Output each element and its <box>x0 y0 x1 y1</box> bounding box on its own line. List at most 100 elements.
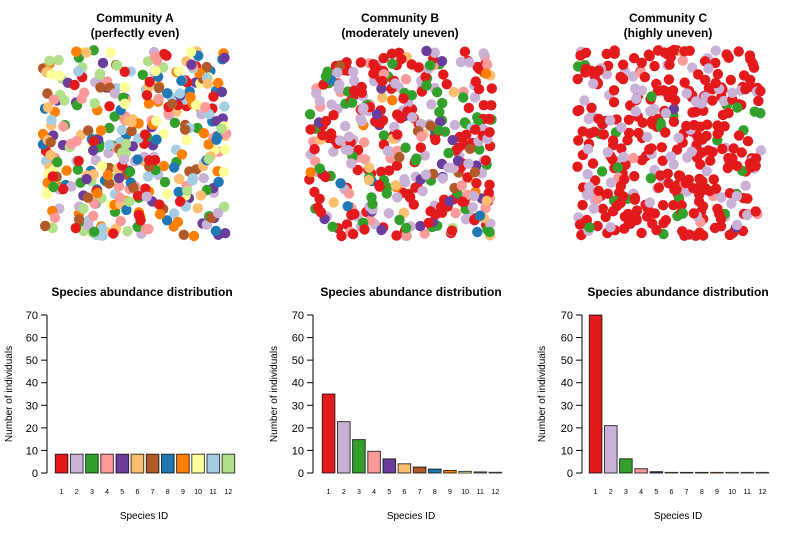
individual-point <box>326 99 337 110</box>
individual-point <box>139 129 151 140</box>
bar-species-4 <box>367 450 381 474</box>
individual-point <box>452 155 464 166</box>
individual-point <box>484 127 495 138</box>
individual-point <box>115 215 126 227</box>
individual-point <box>455 56 467 68</box>
individual-point <box>450 207 461 219</box>
individual-point <box>700 74 711 86</box>
individual-point <box>387 58 398 69</box>
individual-point <box>391 160 403 171</box>
individual-point <box>745 162 756 173</box>
individual-point <box>460 214 472 225</box>
individual-point <box>417 186 428 197</box>
individual-point <box>311 88 322 99</box>
individual-point <box>118 154 130 165</box>
individual-point <box>151 134 162 145</box>
x-tick-label: 6 <box>135 489 139 496</box>
individual-point <box>109 88 121 99</box>
individual-point <box>434 116 446 127</box>
individual-point <box>186 59 197 70</box>
bar-species-4 <box>634 468 648 474</box>
x-tick-label: 3 <box>357 489 361 496</box>
individual-point <box>49 212 61 223</box>
individual-point <box>53 54 64 66</box>
individual-point <box>54 70 65 81</box>
individual-point <box>456 180 467 191</box>
individual-point <box>458 92 469 103</box>
individual-point <box>349 208 360 220</box>
individual-point <box>83 125 94 136</box>
individual-point <box>119 66 130 78</box>
individual-point <box>114 192 126 203</box>
individual-point <box>178 229 189 240</box>
individual-point <box>448 86 459 98</box>
individual-point <box>707 95 718 106</box>
individual-point <box>457 196 468 207</box>
individual-point <box>149 51 161 63</box>
individual-point <box>174 196 186 207</box>
bar-species-3 <box>352 439 366 474</box>
individual-point <box>317 130 328 141</box>
individual-point <box>144 76 155 88</box>
individual-point <box>359 137 370 148</box>
individual-point <box>72 164 84 175</box>
individual-point <box>701 130 712 142</box>
individual-point <box>119 82 131 93</box>
individual-point <box>113 181 125 192</box>
individual-point <box>198 172 209 184</box>
individual-point <box>383 208 394 219</box>
individual-point <box>733 46 744 57</box>
community-a-subtitle: (perfectly even) <box>91 26 180 40</box>
bar-chart-a-xlabel: Species ID <box>120 511 168 522</box>
individual-point <box>141 191 152 202</box>
individual-point <box>733 130 745 141</box>
individual-point <box>710 57 721 69</box>
individual-point <box>616 143 627 154</box>
individual-point <box>119 98 130 110</box>
bar-species-5 <box>115 453 130 474</box>
individual-point <box>656 142 667 153</box>
individual-point <box>159 176 171 188</box>
community-c-subtitle: (highly uneven) <box>624 26 713 40</box>
individual-point <box>668 116 680 128</box>
y-tick-label: 30 <box>26 400 38 412</box>
individual-point <box>443 147 454 159</box>
individual-point <box>486 83 497 94</box>
individual-point <box>126 125 137 137</box>
community-b-title: Community B <box>361 11 439 25</box>
individual-point <box>305 124 316 135</box>
individual-point <box>593 65 604 76</box>
individual-point <box>135 215 146 226</box>
individual-point <box>684 229 695 240</box>
individual-point <box>415 142 426 153</box>
individual-point <box>687 107 698 118</box>
x-tick-label: 2 <box>342 489 346 496</box>
individual-point <box>104 122 115 134</box>
individual-point <box>483 113 495 125</box>
individual-point <box>469 167 481 178</box>
individual-point <box>474 144 485 155</box>
individual-point <box>158 62 169 73</box>
individual-point <box>198 128 210 139</box>
individual-point <box>73 214 85 225</box>
individual-point <box>367 198 378 210</box>
individual-point <box>219 52 230 63</box>
individual-point <box>716 192 727 203</box>
individual-point <box>219 101 230 112</box>
individual-point <box>378 130 390 141</box>
individual-point <box>644 197 655 208</box>
individual-point <box>658 217 669 229</box>
individual-point <box>588 78 599 89</box>
individual-point <box>592 220 603 232</box>
x-tick-label: 5 <box>120 489 124 496</box>
x-tick-label: 4 <box>639 489 643 496</box>
individual-point <box>629 192 641 204</box>
community-a-points <box>37 45 232 242</box>
bar-species-12 <box>221 453 236 474</box>
individual-point <box>128 182 139 193</box>
individual-point <box>41 188 52 199</box>
individual-point <box>582 143 594 155</box>
individual-point <box>59 95 70 106</box>
x-tick-label: 1 <box>594 489 598 496</box>
individual-point <box>586 102 597 114</box>
